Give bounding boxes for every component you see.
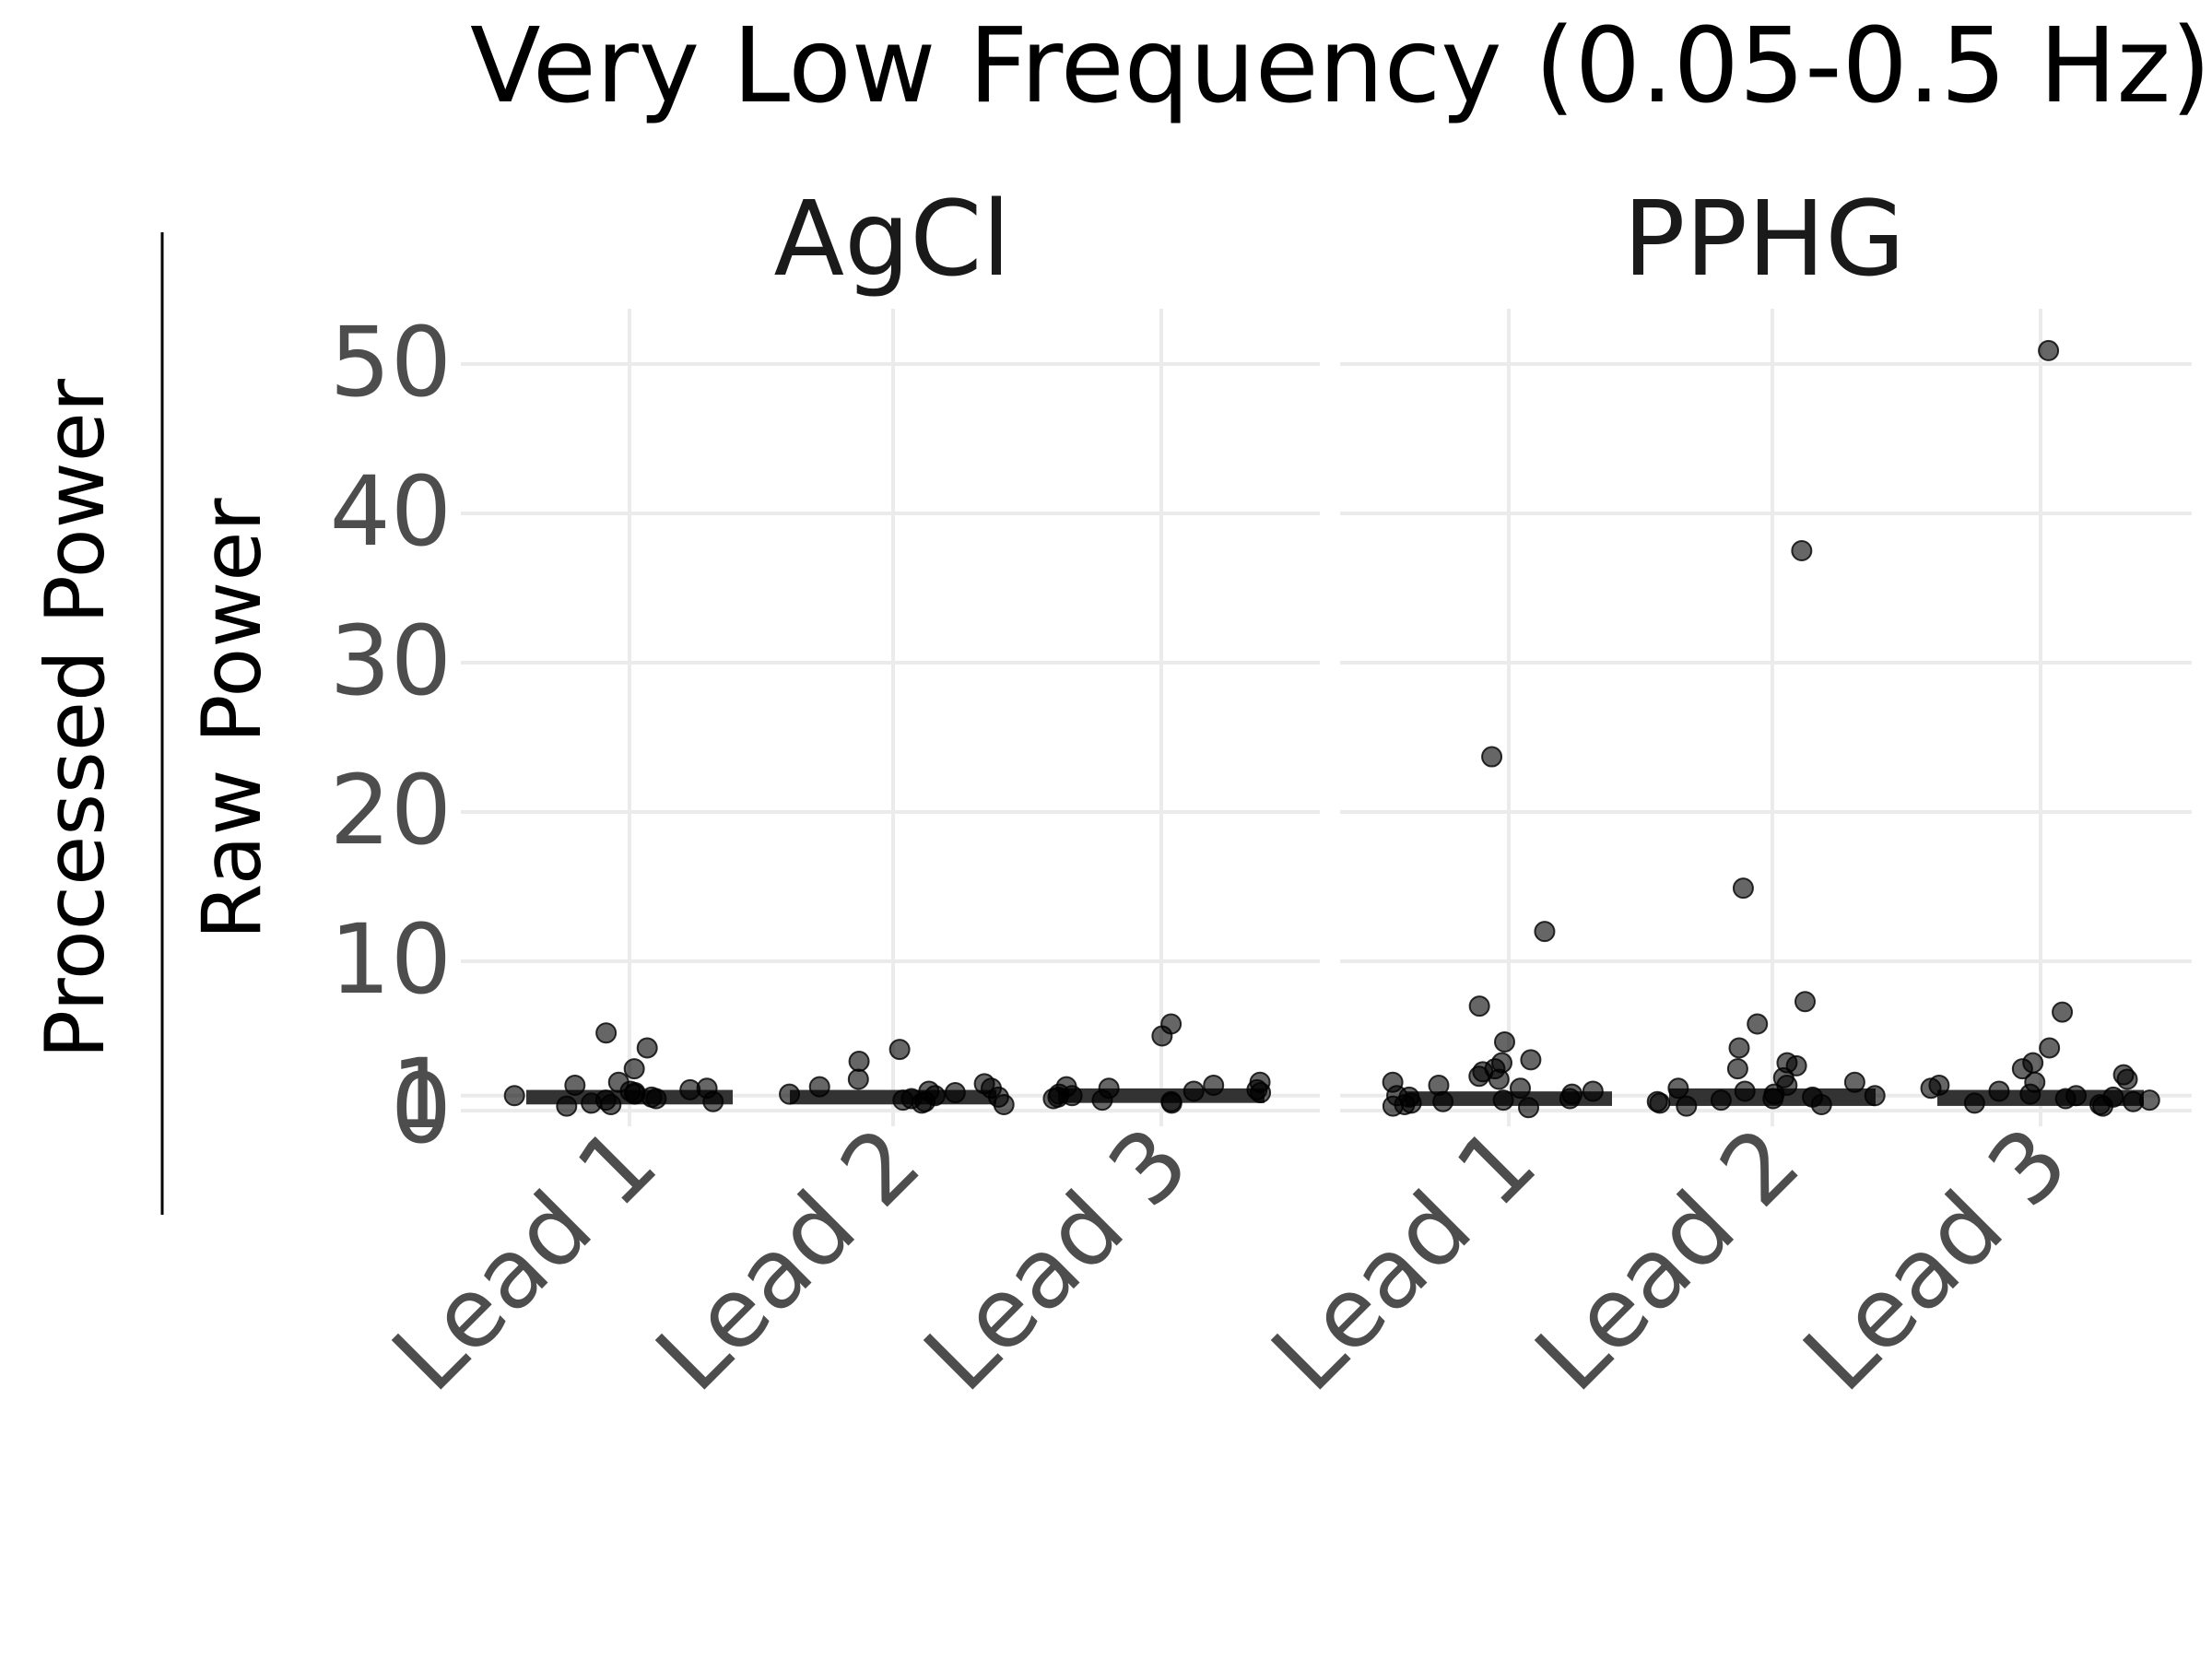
data-point <box>2011 1058 2033 1080</box>
data-point <box>1151 1025 1173 1047</box>
x-tick-label: Lead 2 <box>635 1105 942 1412</box>
data-point <box>600 1094 622 1116</box>
data-point <box>1732 877 1754 900</box>
data-point <box>1988 1080 2010 1102</box>
y-tick-labels: 01 10 20 30 40 50 <box>330 306 452 1165</box>
x-tick-label: Lead 2 <box>1514 1105 1821 1412</box>
data-point <box>645 1088 667 1110</box>
data-point <box>1510 1077 1532 1100</box>
data-point <box>1843 1071 1865 1093</box>
data-point <box>1534 921 1556 943</box>
data-point <box>1747 1013 1769 1035</box>
x-tick-label: Lead 3 <box>903 1105 1210 1412</box>
y-tick-label: 30 <box>330 605 452 717</box>
data-point <box>1667 1077 1689 1100</box>
x-tick-label: Lead 1 <box>1251 1105 1558 1412</box>
data-point <box>2123 1090 2145 1112</box>
data-point <box>2039 1037 2061 1059</box>
data-point <box>595 1022 618 1044</box>
data-point <box>1091 1089 1113 1112</box>
data-point <box>2052 1001 2074 1023</box>
data-point <box>1785 1054 1807 1077</box>
data-point <box>808 1076 830 1098</box>
data-point <box>1481 746 1503 768</box>
y-tick-label: 1 <box>391 1038 452 1150</box>
data-point <box>1726 1058 1748 1080</box>
chart-title: Very Low Frequency (0.05-0.5 Hz) <box>470 6 2211 126</box>
y-axis-label: Processed Power Raw Power <box>28 232 279 1215</box>
data-point <box>888 1039 911 1061</box>
data-point <box>1810 1094 1832 1116</box>
data-point <box>848 1051 870 1073</box>
data-point <box>1734 1080 1756 1102</box>
data-point <box>1250 1082 1272 1104</box>
data-point <box>1160 1092 1182 1114</box>
y-axis-label-numerator: Processed Power <box>28 378 123 1059</box>
data-point <box>1182 1080 1205 1102</box>
facet-strip-label: AgCl <box>773 180 1010 300</box>
data-point <box>2038 339 2060 361</box>
data-point <box>779 1083 801 1105</box>
data-point <box>1920 1077 1942 1100</box>
data-point <box>1518 1097 1540 1119</box>
data-point <box>847 1068 869 1090</box>
data-point <box>1203 1074 1225 1096</box>
data-point <box>1762 1088 1784 1110</box>
data-point <box>1649 1092 1671 1114</box>
data-point <box>564 1074 586 1096</box>
y-tick-label: 40 <box>330 455 452 568</box>
data-point <box>1728 1037 1750 1059</box>
data-point <box>1382 1095 1404 1117</box>
data-point <box>911 1092 933 1114</box>
data-point <box>636 1037 658 1059</box>
data-point <box>1582 1080 1604 1102</box>
y-tick-label: 50 <box>330 306 452 418</box>
data-point <box>2091 1095 2113 1117</box>
data-point <box>2116 1068 2138 1090</box>
panel-grid <box>461 309 1320 1126</box>
data-point <box>1468 1065 1490 1088</box>
data-point <box>1710 1089 1732 1112</box>
y-tick-label: 0 <box>391 1053 452 1165</box>
data-point <box>2019 1083 2041 1105</box>
data-point <box>503 1085 525 1107</box>
facet-strip-label: PPHG <box>1623 180 1905 300</box>
data-point <box>944 1082 966 1104</box>
point-group <box>1382 339 2160 1119</box>
data-point <box>556 1095 578 1117</box>
data-point <box>1963 1092 1985 1114</box>
data-point <box>1492 1089 1514 1112</box>
data-point <box>1864 1085 1886 1107</box>
y-tick-label: 20 <box>330 754 452 866</box>
data-point <box>1042 1088 1065 1110</box>
data-point <box>679 1078 701 1100</box>
data-point <box>1493 1030 1515 1053</box>
y-tick-label: 10 <box>330 903 452 1016</box>
data-point <box>1468 995 1490 1018</box>
data-point <box>1520 1049 1542 1071</box>
data-point <box>1432 1090 1454 1112</box>
data-point <box>1676 1095 1698 1117</box>
data-point <box>1791 540 1813 561</box>
point-group <box>503 1013 1272 1117</box>
data-point <box>1488 1068 1510 1090</box>
data-point <box>1794 991 1817 1013</box>
x-tick-label: Lead 3 <box>1783 1105 2089 1412</box>
y-axis-label-denominator: Raw Power <box>184 498 279 940</box>
data-point <box>2054 1088 2077 1110</box>
data-point <box>623 1058 645 1080</box>
data-point <box>702 1090 724 1112</box>
data-point <box>993 1094 1015 1116</box>
data-point <box>892 1089 914 1112</box>
data-point <box>1559 1088 1581 1110</box>
